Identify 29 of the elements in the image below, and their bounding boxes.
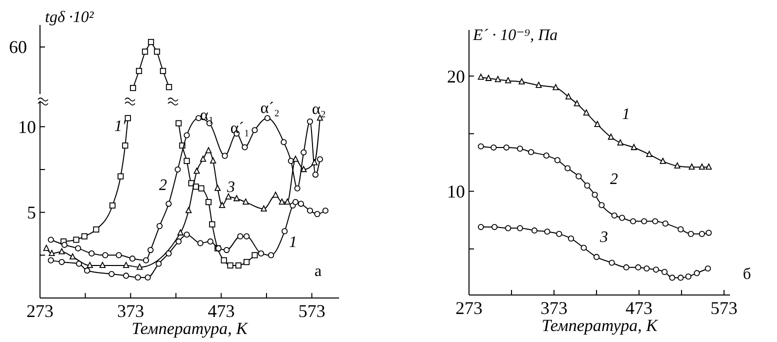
x-tick-label: 473 <box>626 298 653 318</box>
text: 60 <box>9 37 27 57</box>
annotation: α´₂ <box>260 100 280 117</box>
x-tick-label: 373 <box>117 301 144 321</box>
annotation: 2 <box>159 177 167 194</box>
annotation: α´₁ <box>230 120 250 137</box>
x-axis-title: Температура, К <box>132 319 250 338</box>
annotation: а <box>314 263 322 280</box>
annotation: 1 <box>289 234 297 251</box>
x-tick-label: 573 <box>298 301 326 321</box>
x-tick-label: 273 <box>26 301 54 321</box>
annotation: 1′ <box>114 118 126 135</box>
x-tick-label: 573 <box>710 298 738 318</box>
y-tick-label: 20 <box>447 66 465 86</box>
y-tick-label: 10 <box>18 116 36 137</box>
y-axis-title: tgδ ·10² <box>45 9 95 26</box>
x-tick-label: 273 <box>456 298 482 318</box>
annotation: 3 <box>226 179 235 196</box>
annotation: 3 <box>599 229 608 246</box>
y-axis-title: E´ · 10⁻⁹, Па <box>472 27 558 44</box>
annotation: 2 <box>610 171 618 188</box>
y-tick-label: 5 <box>27 202 36 223</box>
annotation: 1 <box>622 106 630 123</box>
x-tick-label: 473 <box>208 301 235 321</box>
x-axis-title: Температура, К <box>542 316 660 335</box>
y-tick-label: 10 <box>447 182 465 202</box>
x-tick-label: 373 <box>540 298 568 318</box>
text: б <box>742 266 752 283</box>
annotation: α₂ <box>312 101 326 118</box>
